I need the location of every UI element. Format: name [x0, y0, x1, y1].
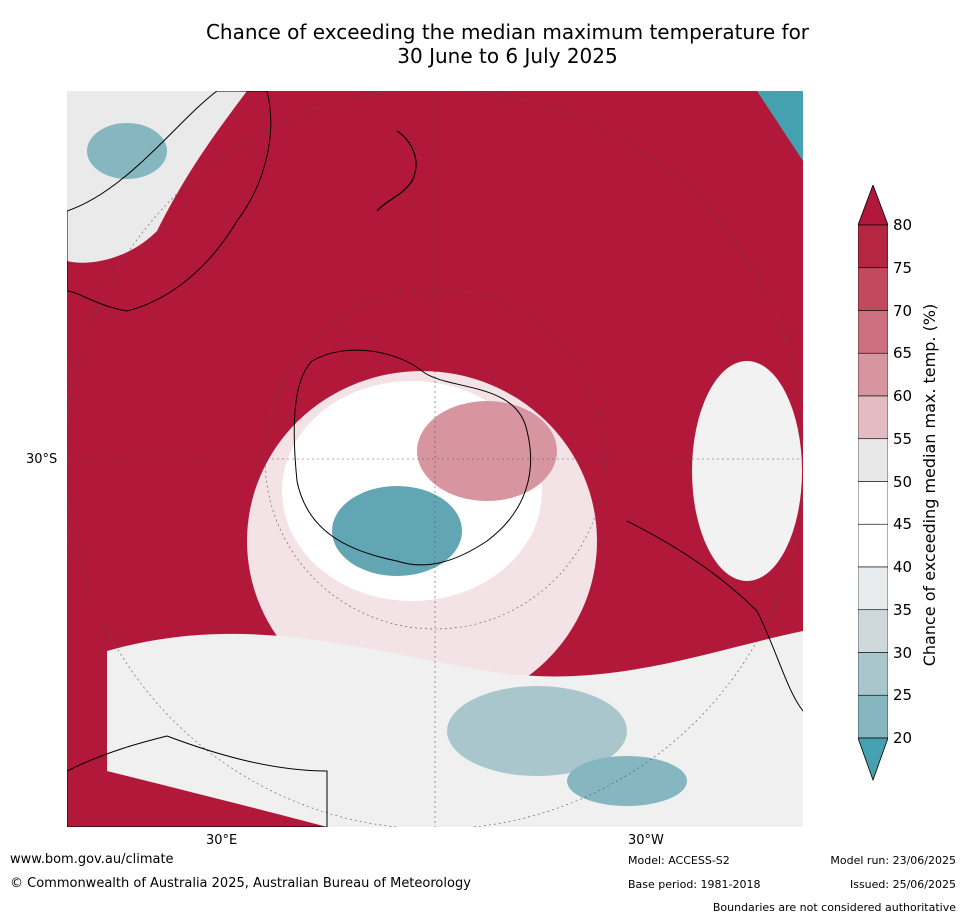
africa-coastline	[67, 735, 328, 827]
antarctica-coastline	[293, 349, 532, 566]
colorbar-band	[858, 652, 888, 696]
colorbar-band	[858, 224, 888, 269]
colorbar-bands	[858, 224, 888, 739]
colorbar-band	[858, 609, 888, 653]
lon-label-30e: 30°E	[206, 833, 238, 848]
colorbar-tick-label: 25	[893, 686, 913, 705]
colorbar-tick-label: 75	[893, 258, 913, 277]
colorbar-top-arrow	[858, 185, 888, 226]
south-america-coastline	[626, 520, 803, 712]
colorbar-tick-label: 60	[893, 387, 913, 405]
map-teal-corner	[757, 91, 803, 161]
colorbar	[858, 185, 888, 782]
map-antarctic-pink	[417, 401, 557, 501]
colorbar-band	[858, 481, 888, 525]
colorbar-tick-label: 35	[893, 600, 913, 619]
map-patch-south-teal	[447, 686, 627, 776]
colorbar-tick-label: 20	[893, 729, 913, 747]
footer-copyright: © Commonwealth of Australia 2025, Austra…	[10, 876, 471, 891]
footer-website[interactable]: www.bom.gov.au/climate	[10, 852, 174, 867]
lat-label-30s: 30°S	[26, 452, 58, 467]
colorbar-tick-label: 80	[893, 216, 913, 234]
title-line-1: Chance of exceeding the median maximum t…	[205, 20, 810, 44]
colorbar-band	[858, 438, 888, 482]
colorbar-tick-label: 30	[893, 643, 913, 662]
colorbar-band	[858, 694, 888, 739]
colorbar-band	[858, 523, 888, 568]
new-zealand-coastline	[376, 130, 417, 212]
colorbar-tick-label: 65	[893, 344, 913, 363]
title-line-2: 30 June to 6 July 2025	[397, 44, 618, 68]
footer-model: Model: ACCESS-S2	[628, 854, 730, 867]
footer-model-run: Model run: 23/06/2025	[830, 854, 956, 867]
colorbar-band	[858, 267, 888, 311]
map-patch-nw-teal	[87, 123, 167, 179]
footer-disclaimer: Boundaries are not considered authoritat…	[712, 901, 956, 914]
colorbar-tick-label: 70	[893, 301, 913, 320]
graticule-inner	[264, 288, 606, 630]
map-patch-east	[692, 361, 802, 581]
map-antarctic-teal	[332, 486, 462, 576]
colorbar-tick-label: 55	[893, 429, 913, 448]
footer-base-period: Base period: 1981-2018	[628, 878, 761, 891]
lon-label-30w: 30°W	[628, 833, 664, 848]
probability-map	[67, 91, 803, 827]
colorbar-band	[858, 310, 888, 354]
colorbar-tick-label: 45	[893, 515, 913, 534]
colorbar-tick-label: 50	[893, 472, 913, 491]
australia-coastline	[67, 91, 272, 312]
colorbar-band	[858, 352, 888, 397]
colorbar-bottom-arrow	[858, 737, 888, 782]
colorbar-band	[858, 566, 888, 611]
colorbar-tick-label: 40	[893, 558, 913, 576]
colorbar-title: Chance of exceeding median max. temp. (%…	[920, 303, 939, 667]
footer-issued: Issued: 25/06/2025	[849, 878, 956, 891]
chart-title: Chance of exceeding the median maximum t…	[0, 20, 965, 68]
map-patch-south-teal-2	[567, 756, 687, 806]
colorbar-band	[858, 395, 888, 440]
